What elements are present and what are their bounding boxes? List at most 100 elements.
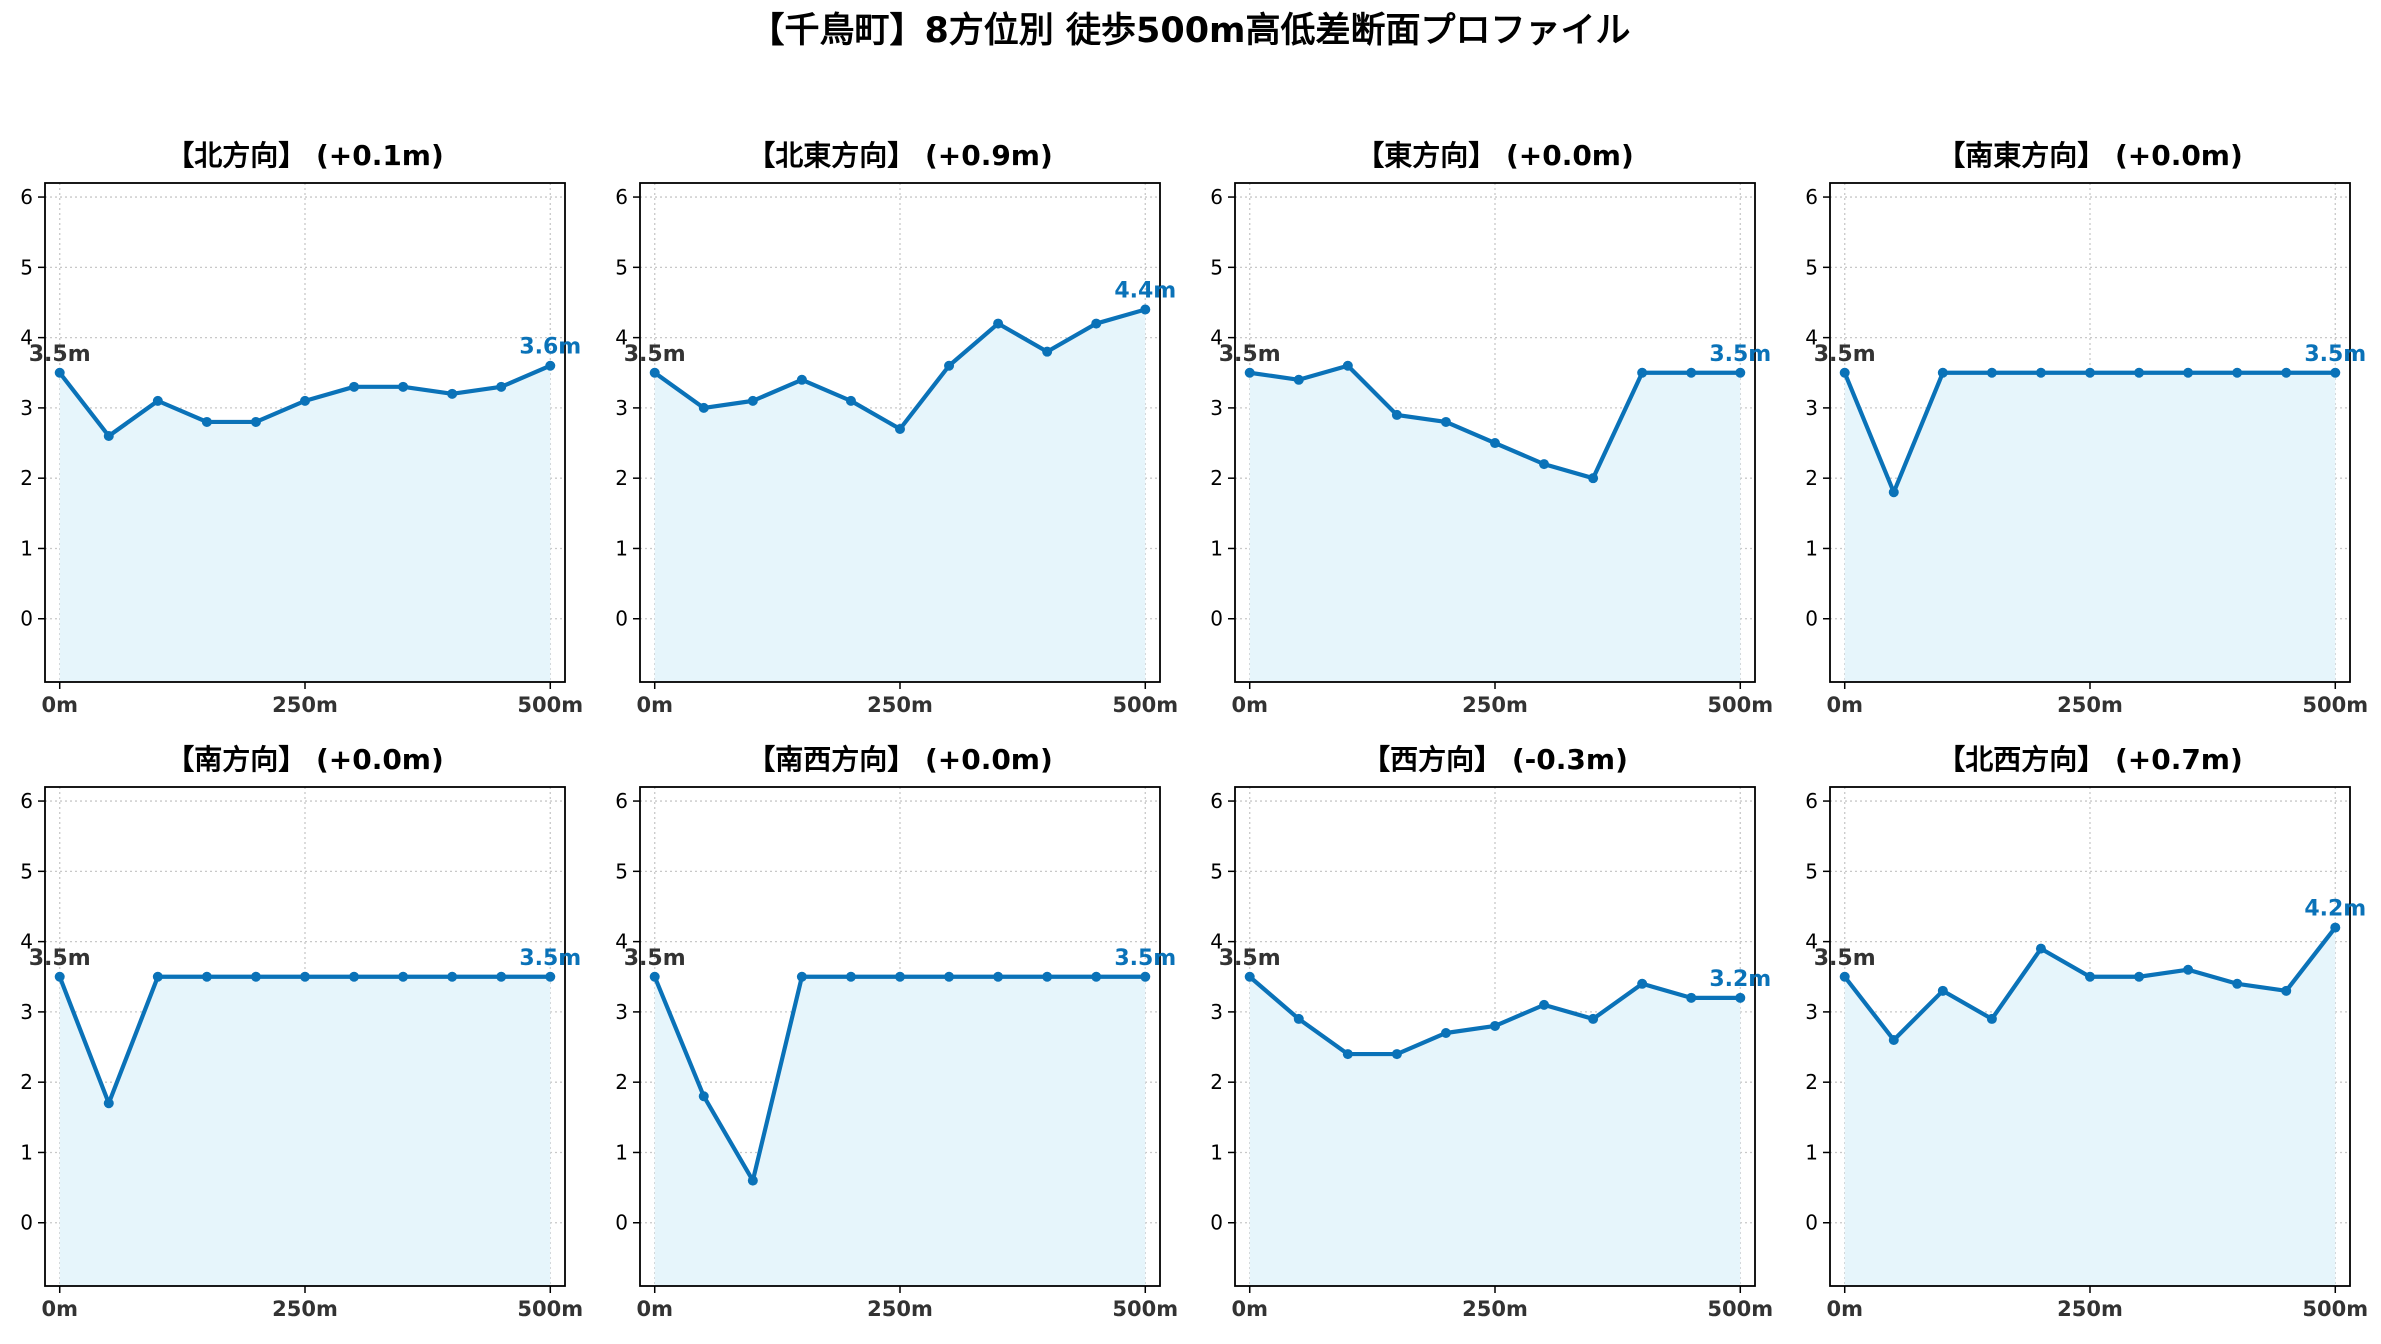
end-value-label: 3.5m xyxy=(519,946,581,971)
ytick-label: 4 xyxy=(1805,326,1818,350)
area-fill xyxy=(1249,365,1741,682)
end-value-label: 3.5m xyxy=(1114,946,1176,971)
figure-title: 【千鳥町】8方位別 徒歩500m高低差断面プロファイル xyxy=(749,11,1630,51)
panel: 【北方向】 (+0.1m) 0 1 2 3 4 5 6 0m 250m 500m 3.5m 3.6m xyxy=(20,139,583,717)
data-point xyxy=(201,971,212,982)
data-point xyxy=(1391,409,1402,420)
panel-title: 【西方向】 (-0.3m) xyxy=(1362,743,1628,776)
xtick-label: 250m xyxy=(2057,693,2123,717)
panel-title: 【南西方向】 (+0.0m) xyxy=(747,743,1053,776)
xtick-label: 0m xyxy=(636,1297,673,1321)
data-point xyxy=(1391,1049,1402,1060)
start-value-label: 3.5m xyxy=(1814,342,1876,367)
data-point xyxy=(250,971,261,982)
data-point xyxy=(1986,1013,1997,1024)
ytick-label: 3 xyxy=(1210,396,1223,420)
ytick-label: 6 xyxy=(615,789,628,813)
end-value-label: 4.2m xyxy=(2304,897,2366,922)
panel: 【北東方向】 (+0.9m) 0 1 2 3 4 5 6 0m 250m 500m 3.5m 4.4m xyxy=(615,139,1178,717)
data-point xyxy=(796,971,807,982)
data-point xyxy=(944,360,955,371)
data-point xyxy=(1539,459,1550,470)
data-point xyxy=(2035,367,2046,378)
xtick-label: 0m xyxy=(636,693,673,717)
start-value-label: 3.5m xyxy=(624,946,686,971)
data-point xyxy=(1342,360,1353,371)
end-value-label: 3.6m xyxy=(519,335,581,360)
data-point xyxy=(103,431,114,442)
ytick-label: 1 xyxy=(20,536,33,560)
area-fill xyxy=(654,976,1146,1286)
ytick-label: 2 xyxy=(1805,466,1818,490)
area-fill xyxy=(59,365,551,682)
data-point xyxy=(54,367,65,378)
data-point xyxy=(2281,985,2292,996)
panel: 【南西方向】 (+0.0m) 0 1 2 3 4 5 6 0m 250m 500m 3.5m 3.5m xyxy=(615,743,1178,1321)
data-point xyxy=(747,1175,758,1186)
xtick-label: 0m xyxy=(1826,693,1863,717)
ytick-label: 6 xyxy=(1805,185,1818,209)
xtick-label: 500m xyxy=(1112,693,1178,717)
data-point xyxy=(1735,992,1746,1003)
xtick-label: 0m xyxy=(41,693,78,717)
data-point xyxy=(1839,971,1850,982)
panel-title: 【北方向】 (+0.1m) xyxy=(166,139,444,172)
area-fill xyxy=(1844,927,2336,1286)
data-point xyxy=(349,381,360,392)
data-point xyxy=(1042,346,1053,357)
data-point xyxy=(993,971,1004,982)
start-value-label: 3.5m xyxy=(624,342,686,367)
data-point xyxy=(2183,367,2194,378)
data-point xyxy=(747,395,758,406)
data-point xyxy=(1091,318,1102,329)
ytick-label: 3 xyxy=(20,1000,33,1024)
data-point xyxy=(944,971,955,982)
data-point xyxy=(1986,367,1997,378)
ytick-label: 3 xyxy=(615,396,628,420)
data-point xyxy=(201,416,212,427)
data-point xyxy=(1686,992,1697,1003)
ytick-label: 0 xyxy=(1210,1211,1223,1235)
data-point xyxy=(398,381,409,392)
data-point xyxy=(649,971,660,982)
ytick-label: 4 xyxy=(615,930,628,954)
xtick-label: 500m xyxy=(517,693,583,717)
xtick-label: 500m xyxy=(1707,693,1773,717)
data-point xyxy=(2232,367,2243,378)
area-fill xyxy=(1844,372,2336,682)
xtick-label: 500m xyxy=(1707,1297,1773,1321)
ytick-label: 0 xyxy=(20,1211,33,1235)
ytick-label: 3 xyxy=(1210,1000,1223,1024)
panel: 【西方向】 (-0.3m) 0 1 2 3 4 5 6 0m 250m 500m 3.5m 3.2m xyxy=(1210,743,1773,1321)
ytick-label: 1 xyxy=(1210,536,1223,560)
data-point xyxy=(496,971,507,982)
ytick-label: 5 xyxy=(1805,859,1818,883)
data-point xyxy=(545,360,556,371)
data-point xyxy=(1686,367,1697,378)
data-point xyxy=(1588,1013,1599,1024)
ytick-label: 0 xyxy=(1210,607,1223,631)
data-point xyxy=(845,395,856,406)
ytick-label: 3 xyxy=(1805,396,1818,420)
ytick-label: 6 xyxy=(1805,789,1818,813)
data-point xyxy=(2232,978,2243,989)
data-point xyxy=(1293,1013,1304,1024)
ytick-label: 2 xyxy=(615,1070,628,1094)
data-point xyxy=(1937,985,1948,996)
ytick-label: 2 xyxy=(20,466,33,490)
data-point xyxy=(250,416,261,427)
ytick-label: 5 xyxy=(1805,255,1818,279)
xtick-label: 500m xyxy=(2302,693,2368,717)
data-point xyxy=(152,971,163,982)
ytick-label: 0 xyxy=(615,1211,628,1235)
ytick-label: 1 xyxy=(1210,1140,1223,1164)
data-point xyxy=(1342,1049,1353,1060)
data-point xyxy=(796,374,807,385)
data-point xyxy=(447,971,458,982)
data-point xyxy=(1244,367,1255,378)
xtick-label: 250m xyxy=(1462,693,1528,717)
data-point xyxy=(1888,487,1899,498)
